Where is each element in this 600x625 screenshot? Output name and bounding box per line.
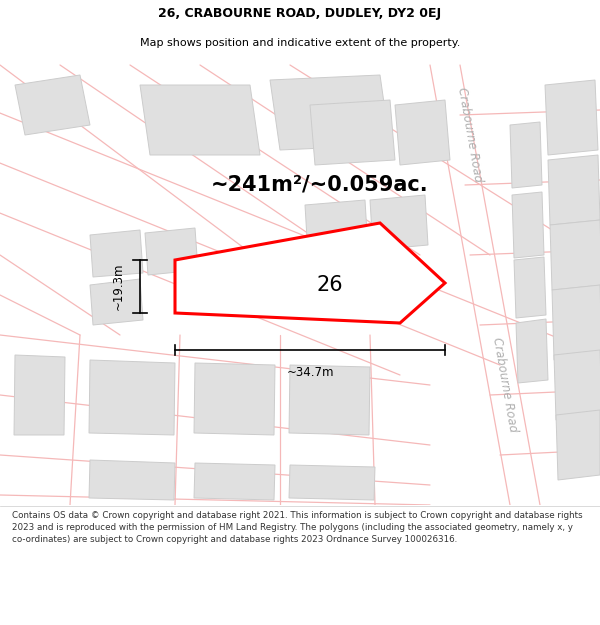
Polygon shape — [552, 285, 600, 360]
Polygon shape — [289, 465, 375, 500]
Polygon shape — [545, 80, 598, 155]
Polygon shape — [556, 410, 600, 480]
Polygon shape — [14, 355, 65, 435]
Text: 26, CRABOURNE ROAD, DUDLEY, DY2 0EJ: 26, CRABOURNE ROAD, DUDLEY, DY2 0EJ — [158, 8, 442, 20]
Polygon shape — [90, 279, 143, 325]
Polygon shape — [512, 192, 544, 258]
Polygon shape — [395, 100, 450, 165]
Polygon shape — [90, 230, 143, 277]
Polygon shape — [554, 350, 600, 420]
Polygon shape — [194, 363, 275, 435]
Polygon shape — [270, 75, 390, 150]
Polygon shape — [510, 122, 542, 188]
Polygon shape — [175, 223, 445, 323]
Polygon shape — [89, 460, 175, 500]
Text: Map shows position and indicative extent of the property.: Map shows position and indicative extent… — [140, 38, 460, 48]
Polygon shape — [145, 228, 198, 275]
Polygon shape — [305, 200, 368, 255]
Text: ~19.3m: ~19.3m — [112, 262, 125, 310]
Text: ~34.7m: ~34.7m — [286, 366, 334, 379]
Polygon shape — [15, 75, 90, 135]
Polygon shape — [548, 155, 600, 225]
Text: 26: 26 — [317, 275, 343, 295]
Polygon shape — [516, 319, 548, 383]
Polygon shape — [89, 360, 175, 435]
Text: Crabourne Road: Crabourne Road — [455, 86, 485, 184]
Text: Crabourne Road: Crabourne Road — [490, 336, 520, 434]
Text: ~241m²/~0.059ac.: ~241m²/~0.059ac. — [211, 175, 429, 195]
Text: Contains OS data © Crown copyright and database right 2021. This information is : Contains OS data © Crown copyright and d… — [12, 511, 583, 544]
Polygon shape — [514, 257, 546, 318]
Polygon shape — [140, 85, 260, 155]
Polygon shape — [289, 365, 370, 435]
Polygon shape — [194, 463, 275, 500]
Polygon shape — [550, 220, 600, 290]
Polygon shape — [310, 100, 395, 165]
Polygon shape — [370, 195, 428, 250]
